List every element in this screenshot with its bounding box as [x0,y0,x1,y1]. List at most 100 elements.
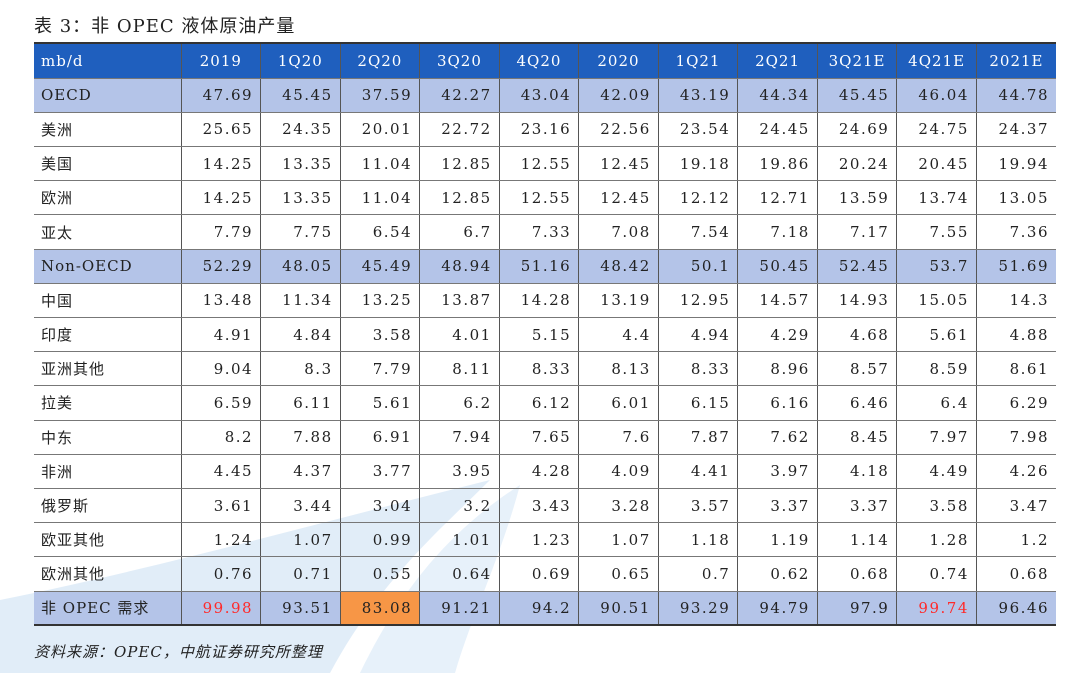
table-cell: 23.54 [658,112,739,148]
table-cell: 6.15 [658,385,739,421]
table-cell: 90.51 [578,591,659,627]
table-cell: 8.59 [896,351,977,387]
table-cell: 12.95 [658,283,739,319]
table-cell: 12.55 [499,180,580,216]
table-cell: 51.16 [499,249,580,284]
table-cell: 7.18 [737,214,818,250]
table-cell: 0.76 [181,556,262,592]
table-cell: 1.18 [658,522,739,558]
table-cell: 14.93 [817,283,898,319]
table-cell: 8.11 [419,351,500,387]
table-cell: 11.04 [340,146,421,182]
table-cell: 1.2 [976,522,1056,558]
top-rule [34,42,1056,44]
table-cell: 7.75 [260,214,341,250]
table-cell: 8.33 [658,351,739,387]
column-header: 2Q21 [737,44,818,79]
table-cell: 20.01 [340,112,421,148]
table-cell: 4.84 [260,317,341,353]
table-cell: 99.74 [896,591,977,627]
table-cell: 12.71 [737,180,818,216]
table-cell: 24.69 [817,112,898,148]
table-cell: 22.72 [419,112,500,148]
table-cell: 3.77 [340,454,421,489]
table-cell: 91.21 [419,591,500,627]
table-cell: 93.29 [658,591,739,627]
table-cell: 7.36 [976,214,1056,250]
table-cell: 0.7 [658,556,739,592]
table-cell: 13.48 [181,283,262,319]
unit-header: mb/d [34,44,182,79]
table-cell: 12.12 [658,180,739,216]
column-header: 2021E [976,44,1056,79]
table-cell: 7.62 [737,420,818,455]
table-cell: 51.69 [976,249,1056,284]
table-cell: 48.05 [260,249,341,284]
table-cell: 3.2 [419,488,500,524]
table-cell: 24.35 [260,112,341,148]
table-cell: 7.55 [896,214,977,250]
table-cell: 4.88 [976,317,1056,353]
table-cell: 3.44 [260,488,341,524]
table-cell: 7.17 [817,214,898,250]
table-cell: 8.3 [260,351,341,387]
table-cell: 24.75 [896,112,977,148]
table-row: OECD 47.69 45.45 37.59 42.27 43.04 42.09 43.19 4… [34,78,1056,113]
table-cell: 7.33 [499,214,580,250]
table-cell: 48.94 [419,249,500,284]
table-cell: 3.47 [976,488,1056,524]
table-cell: 47.69 [181,78,262,113]
table-cell: 6.29 [976,385,1056,421]
table-cell: 42.27 [419,78,500,113]
table-cell: 3.58 [340,317,421,353]
table-cell: 1.28 [896,522,977,558]
table-cell: 4.09 [578,454,659,489]
table-cell: 1.01 [419,522,500,558]
table-cell: 3.37 [737,488,818,524]
table-cell: 43.04 [499,78,580,113]
table-cell: 8.45 [817,420,898,455]
table-cell: 1.19 [737,522,818,558]
table-cell: 94.79 [737,591,818,627]
table-row: 欧洲 14.25 13.35 11.04 12.85 12.55 12.45 12.12 12.… [34,180,1056,216]
row-label: 亚太 [34,214,182,250]
table-cell: 12.55 [499,146,580,182]
table-cell: 13.35 [260,146,341,182]
table-cell: 7.94 [419,420,500,455]
table-cell: 4.45 [181,454,262,489]
table-cell: 7.98 [976,420,1056,455]
column-header: 4Q21E [896,44,977,79]
table-cell: 94.2 [499,591,580,627]
table-cell: 0.74 [896,556,977,592]
table-cell: 3.97 [737,454,818,489]
table-cell: 4.41 [658,454,739,489]
source-note: 资料来源：OPEC，中航证券研究所整理 [34,643,323,661]
table-cell: 42.09 [578,78,659,113]
column-header: 4Q20 [499,44,580,79]
table-cell: 22.56 [578,112,659,148]
table-cell: 6.4 [896,385,977,421]
table-cell: 3.43 [499,488,580,524]
table-cell: 83.08 [340,591,421,627]
table-cell: 37.59 [340,78,421,113]
table-row: Non-OECD 52.29 48.05 45.49 48.94 51.16 48.42 50… [34,249,1056,284]
table-cell: 0.99 [340,522,421,558]
table-row: 非洲 4.45 4.37 3.77 3.95 4.28 4.09 4.41 3.97 4.18 4.… [34,454,1056,489]
row-label: OECD [34,78,182,113]
table-cell: 4.49 [896,454,977,489]
table-cell: 14.25 [181,146,262,182]
row-label: 印度 [34,317,182,353]
table-cell: 0.62 [737,556,818,592]
table-cell: 52.45 [817,249,898,284]
table-cell: 8.57 [817,351,898,387]
table-cell: 8.96 [737,351,818,387]
table-cell: 13.87 [419,283,500,319]
table-cell: 4.4 [578,317,659,353]
table-row: 中东 8.2 7.88 6.91 7.94 7.65 7.6 7.87 7.62 8.45 7.97… [34,420,1056,455]
row-label: 美洲 [34,112,182,148]
table-cell: 45.49 [340,249,421,284]
table-cell: 20.45 [896,146,977,182]
table-cell: 1.24 [181,522,262,558]
row-label: 中东 [34,420,182,455]
table-cell: 25.65 [181,112,262,148]
